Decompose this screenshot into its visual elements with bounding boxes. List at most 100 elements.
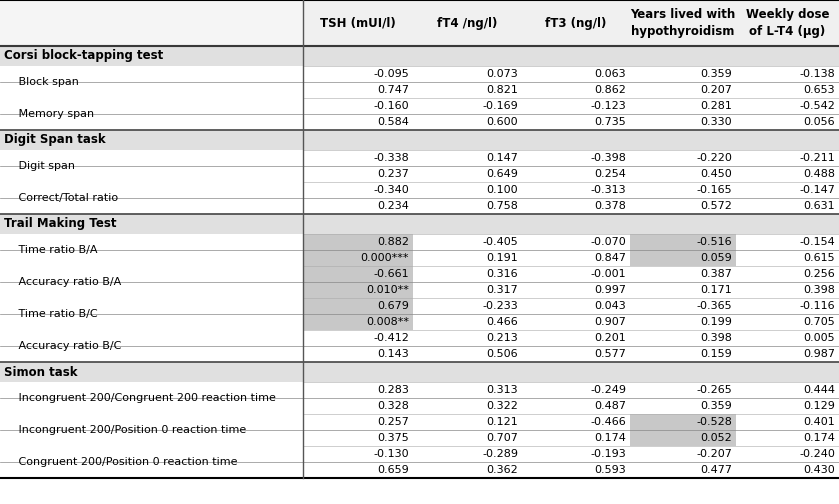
Text: 0.281: 0.281 [700, 101, 732, 111]
Text: Digit span: Digit span [8, 161, 75, 171]
Text: 0.207: 0.207 [700, 85, 732, 95]
Text: 0.631: 0.631 [804, 201, 835, 211]
Text: -0.193: -0.193 [591, 449, 626, 459]
Text: 0.707: 0.707 [486, 433, 518, 443]
Text: 0.584: 0.584 [377, 117, 409, 127]
Text: Memory span: Memory span [8, 109, 94, 119]
Text: -0.138: -0.138 [800, 69, 835, 79]
Text: 0.313: 0.313 [487, 385, 518, 395]
Text: Incongruent 200/Congruent 200 reaction time: Incongruent 200/Congruent 200 reaction t… [8, 393, 276, 403]
Text: 0.375: 0.375 [378, 433, 409, 443]
Text: -0.661: -0.661 [373, 269, 409, 279]
Text: 0.477: 0.477 [700, 465, 732, 475]
Text: Simon task: Simon task [4, 365, 77, 379]
Text: 0.450: 0.450 [701, 169, 732, 179]
Text: 0.862: 0.862 [594, 85, 626, 95]
Bar [0, 382, 303, 414]
Text: 0.199: 0.199 [700, 317, 732, 327]
Text: 0.398: 0.398 [803, 285, 835, 295]
Text: -0.240: -0.240 [799, 449, 835, 459]
Text: 0.322: 0.322 [486, 401, 518, 411]
Bar [0, 182, 303, 214]
Text: Years lived with: Years lived with [630, 8, 736, 21]
Bar [0, 362, 839, 382]
Text: 0.362: 0.362 [487, 465, 518, 475]
Text: 0.679: 0.679 [377, 301, 409, 311]
Text: 0.317: 0.317 [487, 285, 518, 295]
Text: 0.174: 0.174 [803, 433, 835, 443]
Text: 0.572: 0.572 [700, 201, 732, 211]
Text: -0.289: -0.289 [482, 449, 518, 459]
Text: -0.211: -0.211 [800, 153, 835, 163]
Text: -0.528: -0.528 [696, 417, 732, 427]
Text: 0.010**: 0.010** [366, 285, 409, 295]
Text: -0.313: -0.313 [591, 185, 626, 195]
Text: -0.340: -0.340 [373, 185, 409, 195]
Bar [0, 0, 303, 46]
Text: 0.387: 0.387 [700, 269, 732, 279]
Text: 0.201: 0.201 [594, 333, 626, 343]
Text: 0.171: 0.171 [701, 285, 732, 295]
Text: hypothyroidism: hypothyroidism [631, 25, 735, 38]
Bar [630, 430, 736, 446]
Text: 0.008**: 0.008** [366, 317, 409, 327]
Text: fT4 /ng/l): fT4 /ng/l) [437, 17, 498, 30]
Text: -0.265: -0.265 [696, 385, 732, 395]
Bar [0, 46, 839, 66]
Text: 0.997: 0.997 [594, 285, 626, 295]
Bar [0, 266, 303, 298]
Text: Time ratio B/C: Time ratio B/C [8, 309, 97, 319]
Text: Accuracy ratio B/A: Accuracy ratio B/A [8, 277, 122, 287]
Text: 0.882: 0.882 [377, 237, 409, 247]
Text: 0.430: 0.430 [803, 465, 835, 475]
Text: 0.359: 0.359 [701, 401, 732, 411]
Bar [0, 150, 303, 182]
Bar [0, 130, 839, 150]
Bar [303, 234, 413, 250]
Text: 0.059: 0.059 [701, 253, 732, 263]
Text: 0.237: 0.237 [377, 169, 409, 179]
Text: 0.705: 0.705 [803, 317, 835, 327]
Bar [0, 234, 303, 266]
Bar [0, 330, 303, 362]
Bar [0, 446, 303, 478]
Text: 0.907: 0.907 [594, 317, 626, 327]
Text: -0.412: -0.412 [373, 333, 409, 343]
Bar [303, 298, 413, 314]
Text: 0.506: 0.506 [487, 349, 518, 359]
Text: Congruent 200/Position 0 reaction time: Congruent 200/Position 0 reaction time [8, 457, 237, 467]
Text: 0.758: 0.758 [486, 201, 518, 211]
Text: 0.073: 0.073 [487, 69, 518, 79]
Text: 0.254: 0.254 [594, 169, 626, 179]
Text: -0.405: -0.405 [482, 237, 518, 247]
Text: -0.365: -0.365 [696, 301, 732, 311]
Text: 0.821: 0.821 [486, 85, 518, 95]
Text: -0.116: -0.116 [800, 301, 835, 311]
Text: -0.095: -0.095 [373, 69, 409, 79]
Text: 0.256: 0.256 [803, 269, 835, 279]
Text: fT3 (ng/l): fT3 (ng/l) [545, 17, 607, 30]
Text: -0.130: -0.130 [373, 449, 409, 459]
Text: 0.191: 0.191 [487, 253, 518, 263]
Bar [0, 414, 303, 446]
Text: 0.000***: 0.000*** [361, 253, 409, 263]
Text: -0.147: -0.147 [799, 185, 835, 195]
Text: 0.987: 0.987 [803, 349, 835, 359]
Text: -0.466: -0.466 [591, 417, 626, 427]
Text: Trail Making Test: Trail Making Test [4, 218, 117, 230]
Text: -0.123: -0.123 [591, 101, 626, 111]
Text: Incongruent 200/Position 0 reaction time: Incongruent 200/Position 0 reaction time [8, 425, 247, 435]
Text: -0.233: -0.233 [482, 301, 518, 311]
Text: 0.005: 0.005 [804, 333, 835, 343]
Bar [630, 414, 736, 430]
Bar [303, 314, 413, 330]
Bar [630, 234, 736, 250]
Text: -0.160: -0.160 [373, 101, 409, 111]
Text: -0.249: -0.249 [590, 385, 626, 395]
Text: 0.257: 0.257 [377, 417, 409, 427]
Text: Accuracy ratio B/C: Accuracy ratio B/C [8, 341, 122, 351]
Text: 0.121: 0.121 [487, 417, 518, 427]
Text: -0.398: -0.398 [590, 153, 626, 163]
Text: Weekly dose: Weekly dose [746, 8, 829, 21]
Text: 0.056: 0.056 [804, 117, 835, 127]
